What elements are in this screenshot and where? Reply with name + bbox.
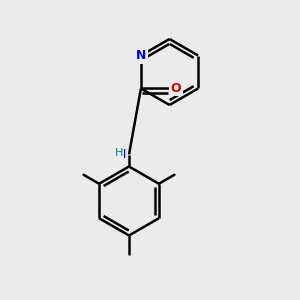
Text: N: N — [136, 49, 146, 62]
Text: H: H — [115, 148, 124, 158]
Text: N: N — [116, 148, 127, 161]
Text: O: O — [171, 82, 181, 95]
